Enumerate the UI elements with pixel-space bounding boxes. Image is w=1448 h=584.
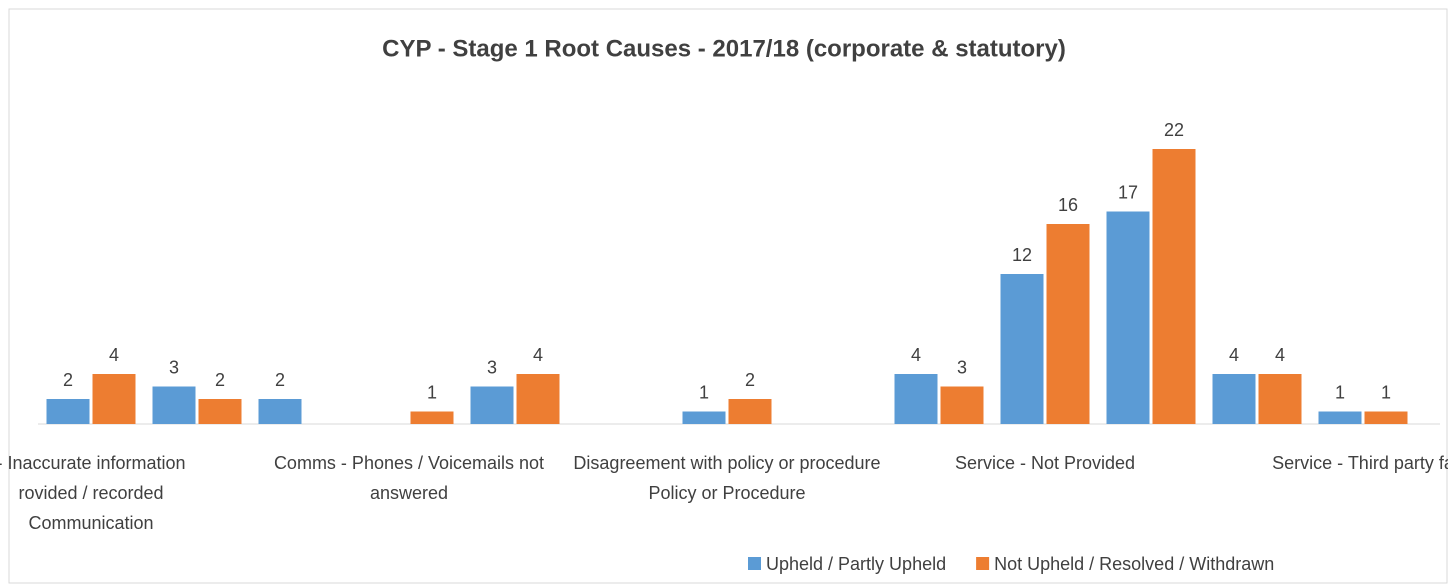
data-label: 3 <box>169 357 179 377</box>
bar <box>1258 374 1302 424</box>
bar <box>92 374 136 424</box>
chart-frame <box>8 8 1448 584</box>
bar <box>894 374 938 424</box>
bar <box>470 386 514 424</box>
x-tick-label: Comms - Phones / Voicemails not answered <box>274 453 544 503</box>
legend-label: Upheld / Partly Upheld <box>766 554 946 574</box>
bar <box>152 386 196 424</box>
data-label: 22 <box>1164 120 1184 140</box>
x-tick-label: Service - Third party fa <box>1272 453 1448 473</box>
x-tick-label-line: Service - Third party fa <box>1272 453 1448 473</box>
bar <box>258 399 302 424</box>
data-label: 2 <box>745 370 755 390</box>
x-tick-label: - Inaccurate information rovided / record… <box>0 453 186 533</box>
bar <box>682 411 726 424</box>
data-label: 4 <box>1275 345 1285 365</box>
bar <box>516 374 560 424</box>
bar <box>728 399 772 424</box>
bar <box>1000 274 1044 424</box>
legend-swatch <box>748 557 761 570</box>
x-tick-label-line: - Inaccurate information <box>0 453 186 473</box>
x-tick-label: Disagreement with policy or procedure Pol… <box>573 453 880 503</box>
x-tick-label-line: Disagreement with policy or procedure <box>573 453 880 473</box>
bar <box>1106 211 1150 424</box>
data-label: 2 <box>275 370 285 390</box>
chart-title: CYP - Stage 1 Root Causes - 2017/18 (cor… <box>382 35 1066 62</box>
data-label: 16 <box>1058 195 1078 215</box>
x-tick-label-line: rovided / recorded <box>18 483 163 503</box>
x-tick-label-line: Policy or Procedure <box>648 483 805 503</box>
bar <box>1046 224 1090 424</box>
x-tick-label: Service - Not Provided <box>955 453 1135 473</box>
data-label: 2 <box>215 370 225 390</box>
data-label: 4 <box>109 345 119 365</box>
bar <box>1318 411 1362 424</box>
data-label: 4 <box>911 345 921 365</box>
bar <box>1152 149 1196 424</box>
data-label: 4 <box>1229 345 1239 365</box>
bar <box>940 386 984 424</box>
data-label: 1 <box>699 382 709 402</box>
x-tick-label-line: Communication <box>28 513 153 533</box>
data-label: 17 <box>1118 182 1138 202</box>
x-tick-label-line: Service - Not Provided <box>955 453 1135 473</box>
bar <box>1364 411 1408 424</box>
data-label: 1 <box>427 382 437 402</box>
data-label: 12 <box>1012 245 1032 265</box>
bar <box>198 399 242 424</box>
legend-label: Not Upheld / Resolved / Withdrawn <box>994 554 1274 574</box>
data-label: 2 <box>63 370 73 390</box>
data-label: 1 <box>1335 382 1345 402</box>
data-label: 1 <box>1381 382 1391 402</box>
data-label: 3 <box>487 357 497 377</box>
bar <box>410 411 454 424</box>
legend-swatch <box>976 557 990 570</box>
bar <box>46 399 90 424</box>
bar <box>1212 374 1256 424</box>
data-label: 4 <box>533 345 543 365</box>
x-tick-label-line: Comms - Phones / Voicemails not <box>274 453 544 473</box>
x-tick-label-line: answered <box>370 483 448 503</box>
data-label: 3 <box>957 357 967 377</box>
